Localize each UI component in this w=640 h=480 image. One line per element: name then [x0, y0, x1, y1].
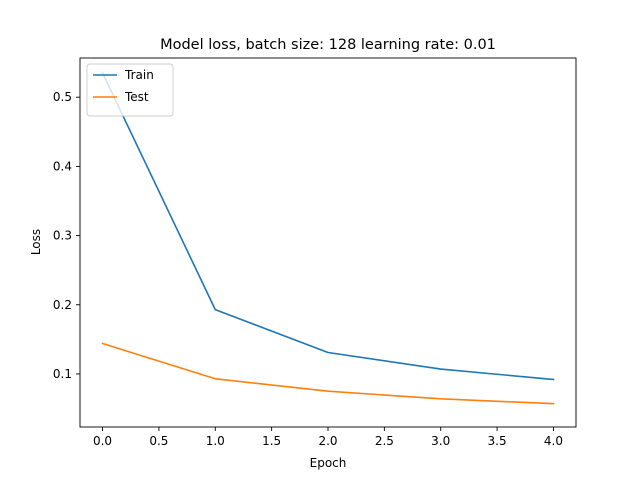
plot-area	[79, 57, 577, 428]
x-tick-label: 3.5	[488, 434, 507, 448]
series-layer	[101, 71, 555, 405]
series-line-train	[101, 71, 555, 381]
legend-label-test: Test	[124, 90, 149, 104]
y-axis-ticks: 0.1 0.2 0.3 0.4 0.5	[53, 90, 80, 381]
x-tick-label: 4.0	[544, 434, 563, 448]
x-tick-label: 3.0	[431, 434, 450, 448]
x-tick-label: 2.0	[318, 434, 337, 448]
y-axis-label: Loss	[29, 229, 43, 255]
x-tick-label: 0.5	[149, 434, 168, 448]
y-tick-label: 0.1	[53, 367, 72, 381]
x-axis-ticks: 0.0 0.5 1.0 1.5 2.0 2.5 3.0 3.5 4.0	[93, 427, 563, 448]
x-tick-label: 2.5	[375, 434, 394, 448]
y-tick-label: 0.2	[53, 298, 72, 312]
series-line-test	[101, 342, 555, 405]
y-tick-label: 0.4	[53, 159, 72, 173]
legend-label-train: Train	[124, 68, 154, 82]
x-axis-label: Epoch	[310, 456, 347, 470]
plot-frame	[79, 57, 577, 428]
x-tick-label: 0.0	[93, 434, 112, 448]
legend: Train Test	[86, 63, 174, 117]
chart-title: Model loss, batch size: 128 learning rat…	[160, 37, 496, 53]
x-tick-label: 1.5	[262, 434, 281, 448]
y-tick-label: 0.3	[53, 229, 72, 243]
y-tick-label: 0.5	[53, 90, 72, 104]
legend-box	[86, 63, 174, 117]
x-tick-label: 1.0	[206, 434, 225, 448]
